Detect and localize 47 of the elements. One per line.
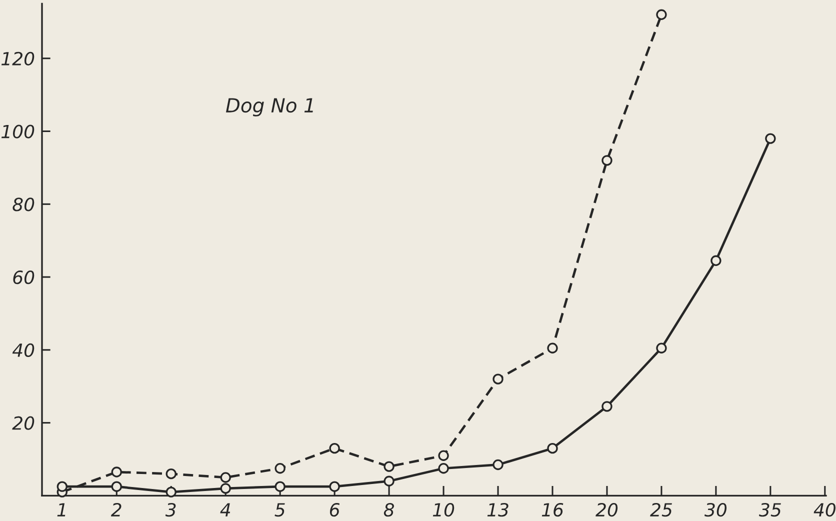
x-tick-label: 25 [650, 502, 672, 517]
point [166, 468, 176, 480]
point [602, 155, 612, 166]
x-tick-label: 8 [384, 502, 394, 517]
y-tick-label: 60 [13, 270, 34, 284]
point [438, 463, 449, 474]
point [166, 486, 176, 498]
point [710, 255, 722, 266]
point [384, 461, 394, 472]
point [329, 442, 340, 454]
point [274, 481, 286, 492]
x-tick-label: 40 [814, 502, 836, 517]
point [656, 9, 667, 20]
y-tick-label: 40 [12, 343, 34, 358]
point [56, 481, 68, 492]
x-tick-label: 4 [220, 503, 230, 516]
point [329, 481, 340, 492]
point [220, 472, 231, 483]
annotation: Dog No 1 [226, 98, 313, 116]
point [274, 463, 286, 474]
point [547, 442, 558, 454]
point [765, 133, 776, 144]
point [602, 401, 612, 412]
x-tick-label: 6 [330, 502, 340, 517]
point [656, 342, 667, 354]
point [438, 450, 449, 461]
y-tick-label: 80 [12, 198, 34, 212]
x-tick-label: 30 [704, 502, 727, 517]
x-tick-label: 10 [432, 502, 454, 517]
point [492, 459, 504, 470]
x-tick-label: 16 [542, 502, 564, 517]
point [492, 374, 504, 384]
x-tick-label: 1 [57, 503, 66, 516]
point [111, 466, 122, 478]
point [547, 342, 558, 354]
y-tick-label: 120 [1, 52, 34, 66]
x-tick-label: 35 [758, 502, 781, 517]
y-tick-label: 100 [1, 124, 34, 138]
point [384, 476, 394, 486]
point [220, 483, 231, 494]
x-tick-label: 2 [110, 502, 122, 516]
point [111, 481, 122, 492]
x-tick-label: 20 [596, 502, 618, 517]
x-tick-label: 5 [274, 503, 285, 517]
y-tick-label: 20 [12, 416, 34, 430]
x-tick-label: 3 [165, 502, 176, 517]
x-tick-label: 13 [487, 502, 508, 517]
